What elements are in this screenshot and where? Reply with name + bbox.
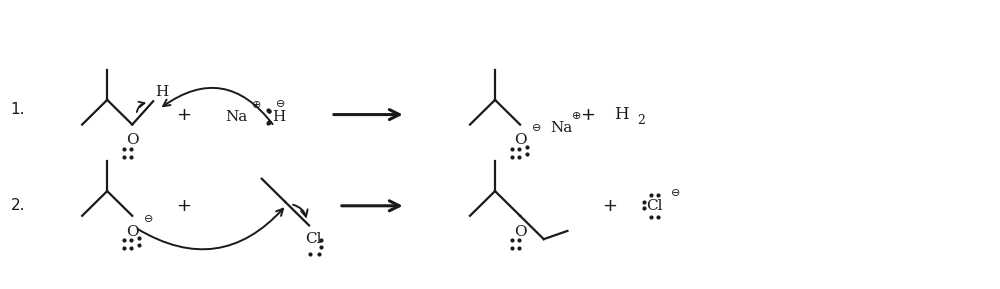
Text: H: H [155,85,168,99]
Text: O: O [514,134,526,147]
Text: ⊖: ⊖ [144,214,154,224]
Text: ⊖: ⊖ [532,123,541,133]
Text: H: H [273,110,286,124]
Text: ⊖: ⊖ [671,188,681,198]
Text: Na: Na [550,121,572,135]
Text: Na: Na [225,110,248,124]
Text: +: + [602,197,617,215]
Text: +: + [176,197,191,215]
Text: ⊕: ⊕ [252,100,261,110]
Text: 2: 2 [637,114,645,127]
Text: ⊕: ⊕ [572,111,581,121]
Text: Cl: Cl [305,232,321,246]
Text: O: O [126,134,139,147]
Text: +: + [580,105,595,124]
Text: 2.: 2. [11,198,25,213]
Text: H: H [614,106,629,123]
Text: +: + [176,105,191,124]
Text: O: O [514,225,526,239]
Text: ⊖: ⊖ [276,99,285,109]
Text: Cl: Cl [646,199,662,213]
Text: 1.: 1. [11,102,25,117]
Text: O: O [126,225,139,239]
